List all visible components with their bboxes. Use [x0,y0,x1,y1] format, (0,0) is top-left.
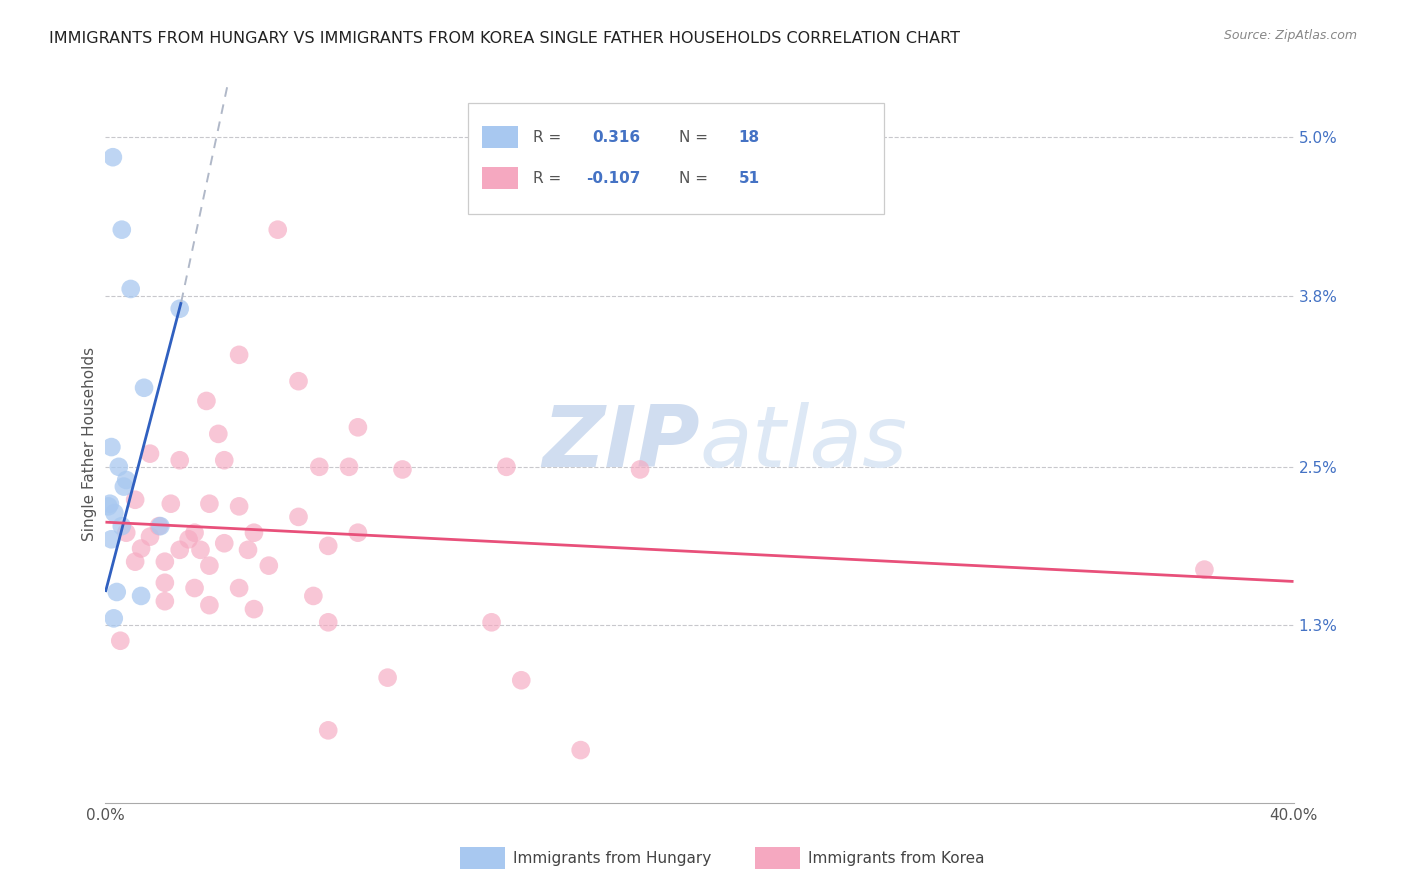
Point [198,598,221,612]
Point [132,381,155,395]
Point [228,500,250,514]
Text: R =: R = [533,170,567,186]
Point [302,589,325,603]
Point [103,506,125,520]
Text: Immigrants from Hungary: Immigrants from Hungary [513,851,711,865]
Point [110,633,132,648]
Point [183,581,205,595]
Point [481,615,503,630]
Point [169,301,191,316]
Point [124,492,146,507]
Point [267,222,290,236]
Point [111,222,134,236]
Text: ZIP: ZIP [541,402,700,485]
Point [214,453,236,467]
Point [198,558,221,573]
Text: 51: 51 [738,170,759,186]
Point [316,615,339,630]
Point [139,447,162,461]
Point [1194,563,1216,577]
Point [236,542,259,557]
Point [139,530,162,544]
Point [228,581,250,595]
Point [129,541,152,556]
Point [103,611,125,625]
FancyBboxPatch shape [482,127,517,148]
Point [628,462,651,476]
Point [228,348,250,362]
Y-axis label: Single Father Households: Single Father Households [82,347,97,541]
Point [510,673,533,688]
Point [308,459,330,474]
Text: atlas: atlas [700,402,907,485]
Point [115,473,138,487]
Point [153,594,176,608]
Text: R =: R = [533,129,567,145]
Point [377,671,399,685]
Point [214,536,236,550]
Point [183,525,205,540]
Point [316,723,339,738]
Text: N =: N = [679,170,713,186]
Point [98,497,121,511]
Point [101,150,124,164]
FancyBboxPatch shape [468,103,883,214]
Point [129,589,152,603]
Point [495,459,517,474]
Point [207,426,229,441]
Point [149,519,172,533]
Point [112,480,135,494]
Point [177,533,200,547]
Point [569,743,592,757]
Point [100,533,122,547]
Point [124,555,146,569]
Point [169,453,191,467]
Point [337,459,360,474]
Point [100,440,122,454]
Text: Immigrants from Korea: Immigrants from Korea [808,851,986,865]
Point [169,542,191,557]
Point [198,497,221,511]
Text: IMMIGRANTS FROM HUNGARY VS IMMIGRANTS FROM KOREA SINGLE FATHER HOUSEHOLDS CORREL: IMMIGRANTS FROM HUNGARY VS IMMIGRANTS FR… [49,31,960,46]
Point [153,555,176,569]
Point [347,525,370,540]
Point [105,585,128,599]
Point [115,525,138,540]
Text: Source: ZipAtlas.com: Source: ZipAtlas.com [1223,29,1357,42]
Point [153,575,176,590]
Point [190,542,212,557]
Point [148,519,170,533]
Point [391,462,413,476]
Point [243,525,266,540]
Point [111,519,134,533]
Point [108,459,131,474]
Point [195,393,218,408]
Point [97,500,120,514]
Point [159,497,181,511]
Point [257,558,280,573]
Point [347,420,370,434]
Point [287,374,309,388]
Text: -0.107: -0.107 [586,170,641,186]
Point [243,602,266,616]
Point [120,282,142,296]
Text: 18: 18 [738,129,759,145]
Point [287,509,309,524]
Point [316,539,339,553]
Text: N =: N = [679,129,713,145]
Text: 0.316: 0.316 [592,129,641,145]
FancyBboxPatch shape [482,168,517,189]
